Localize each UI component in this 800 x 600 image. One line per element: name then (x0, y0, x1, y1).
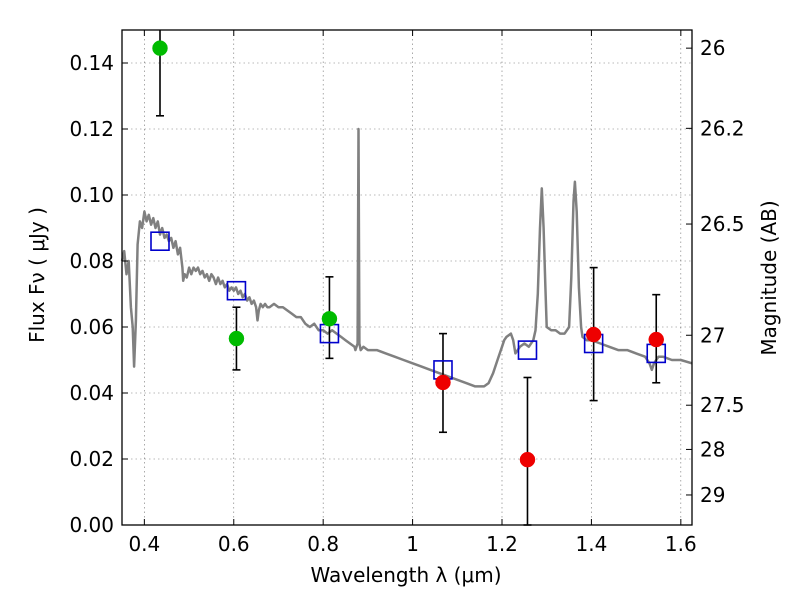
y-tick-label: 0.06 (69, 315, 114, 339)
x-tick-label: 1.6 (665, 532, 697, 556)
y-tick-label: 0.04 (69, 381, 114, 405)
model-flux-square (517, 340, 538, 360)
x-axis-title: Wavelength λ (μm) (310, 563, 501, 587)
tick-layer: 0.4 0.6 0.8 1 1.2 1.4 1.6 0.00 0.02 0.04 0.06 0.08 0… (69, 30, 745, 556)
red-point (519, 451, 536, 468)
model-flux-layer (150, 231, 667, 380)
x-tick-label: 1 (406, 532, 419, 556)
right-tick-label: 28 (700, 437, 725, 461)
plot-frame (121, 29, 693, 526)
errorbar-layer (156, 30, 661, 526)
red-point (585, 326, 602, 343)
sed-model-line (120, 127, 693, 388)
right-tick-label: 27.5 (700, 393, 745, 417)
red-point (435, 374, 451, 391)
x-tick-label: 1.2 (486, 532, 518, 556)
observed-flux-layer (152, 40, 664, 468)
x-tick-label: 0.6 (218, 532, 250, 556)
y-tick-label: 0.02 (69, 447, 114, 471)
y-tick-label: 0.12 (69, 117, 114, 141)
sed-layer (120, 127, 693, 388)
model-flux-square (226, 280, 247, 301)
plot-border (121, 29, 693, 526)
green-point (321, 311, 338, 327)
y-axis-title: Flux Fν ( μJy ) (25, 207, 49, 343)
model-flux-square (150, 231, 170, 251)
right-tick-label: 29 (700, 483, 725, 507)
right-tick-label: 26.5 (700, 212, 745, 236)
y-tick-label: 0.10 (69, 183, 114, 207)
x-tick-label: 0.8 (307, 532, 339, 556)
y-tick-label: 0.00 (69, 513, 114, 537)
green-point (152, 40, 168, 56)
y-tick-label: 0.14 (69, 51, 114, 75)
right-tick-label: 26.2 (700, 116, 745, 140)
right-tick-label: 26 (700, 36, 725, 60)
right-axis-title: Magnitude (AB) (757, 200, 781, 355)
x-tick-label: 1.4 (576, 532, 608, 556)
right-tick-label: 27 (700, 323, 725, 347)
red-point (648, 331, 664, 348)
y-tick-label: 0.08 (69, 249, 114, 273)
green-point (228, 330, 245, 347)
x-tick-label: 0.4 (128, 532, 160, 556)
